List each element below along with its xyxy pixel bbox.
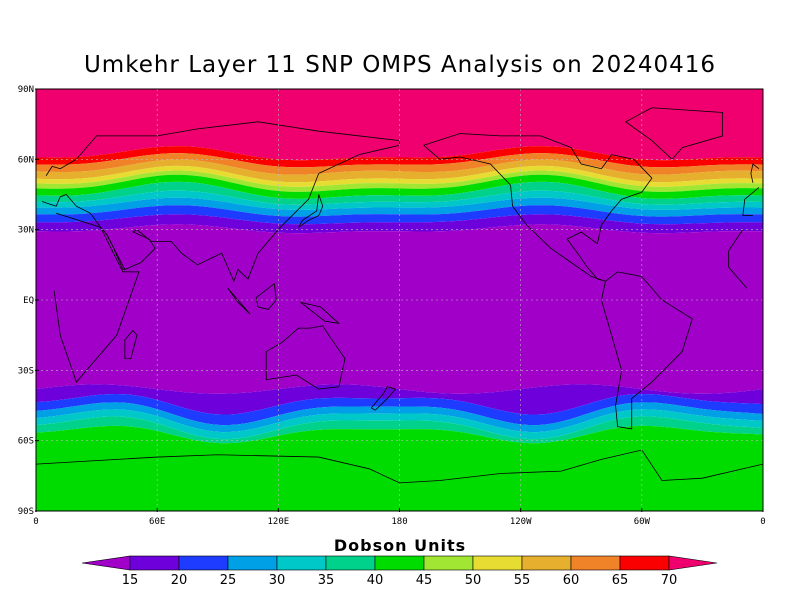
coastline [36, 449, 763, 484]
coastline [742, 187, 760, 216]
ozone-band [36, 174, 763, 199]
colorbar-level-label: 45 [416, 573, 433, 588]
coastline [124, 329, 138, 360]
lat-tick-label: 60S [18, 437, 34, 447]
ozone-band [36, 425, 763, 511]
coastline [601, 271, 693, 430]
ozone-band [36, 416, 763, 444]
colorbar-segment [521, 555, 572, 571]
colorbar-segment [472, 555, 523, 571]
colorbar: 15 20 25 30 35 40 45 50 55 60 65 70 [81, 555, 718, 588]
lat-tick-label: 90N [18, 85, 34, 95]
plot-area [36, 89, 763, 511]
coastline [255, 282, 277, 310]
ozone-band [36, 181, 763, 205]
coastline [300, 301, 341, 325]
colorbar-arrow-high [668, 555, 718, 571]
ozone-band [36, 159, 763, 183]
coastline [423, 133, 653, 282]
ozone-band [36, 165, 763, 187]
lon-tick-label: 120W [510, 517, 532, 527]
coastline [265, 325, 346, 390]
colorbar-segment [619, 555, 670, 571]
lon-tick-label: 180 [391, 517, 407, 527]
colorbar-level-label: 70 [661, 573, 678, 588]
lon-tick-label: 60W [634, 517, 651, 527]
colorbar-level-label: 25 [220, 573, 237, 588]
colorbar-segment [227, 555, 278, 571]
colorbar-arrow-low [81, 555, 131, 571]
coastline [53, 212, 140, 383]
colorbar-segment [570, 555, 621, 571]
ozone-band [36, 214, 763, 234]
chart-title: Umkehr Layer 11 SNP OMPS Analysis on 202… [83, 52, 717, 78]
colorbar-segment [129, 555, 180, 571]
gridlines [36, 89, 763, 511]
lon-tick-label: 0 [33, 517, 38, 527]
colorbar-level-label: 55 [514, 573, 531, 588]
ozone-band [36, 170, 763, 192]
ozone-band [36, 384, 763, 415]
coastline [106, 234, 125, 270]
lat-tick-label: 30N [18, 226, 34, 236]
colorbar-title: Dobson Units [333, 536, 467, 555]
coastline [728, 250, 748, 289]
lon-tick-label: 60E [149, 517, 165, 527]
coastline [624, 107, 724, 160]
colorbar-segment [178, 555, 229, 571]
coastline [750, 163, 760, 183]
lat-tick-label: EQ [23, 296, 34, 306]
lat-tick-label: 90S [18, 507, 34, 517]
colorbar-segment [374, 555, 425, 571]
colorbar-level-label: 30 [269, 573, 286, 588]
colorbar-level-label: 50 [465, 573, 482, 588]
coastline [728, 229, 744, 251]
coastline [227, 288, 251, 315]
colorbar-level-label: 65 [612, 573, 629, 588]
colorbar-level-label: 35 [318, 573, 335, 588]
coastline [298, 194, 324, 228]
colorbar-segment [276, 555, 327, 571]
colorbar-segment [423, 555, 474, 571]
lon-tick-label: 120E [267, 517, 289, 527]
ozone-band [36, 197, 763, 217]
colorbar-segment [325, 555, 376, 571]
ozone-band [36, 393, 763, 426]
lat-tick-label: 60N [18, 155, 34, 165]
ozone-band [36, 402, 763, 433]
ozone-band [36, 190, 763, 210]
colorbar-level-label: 40 [367, 573, 384, 588]
colorbar-level-label: 60 [563, 573, 580, 588]
coastline [41, 121, 400, 283]
colorbar-level-label: 20 [171, 573, 188, 588]
colorbar-level-label: 15 [122, 573, 139, 588]
lat-tick-label: 30S [18, 366, 34, 376]
coastline [370, 386, 397, 411]
ozone-band [36, 146, 763, 168]
coastlines [36, 107, 763, 484]
lon-tick-label: 0 [760, 517, 765, 527]
ozone-band [36, 153, 763, 175]
